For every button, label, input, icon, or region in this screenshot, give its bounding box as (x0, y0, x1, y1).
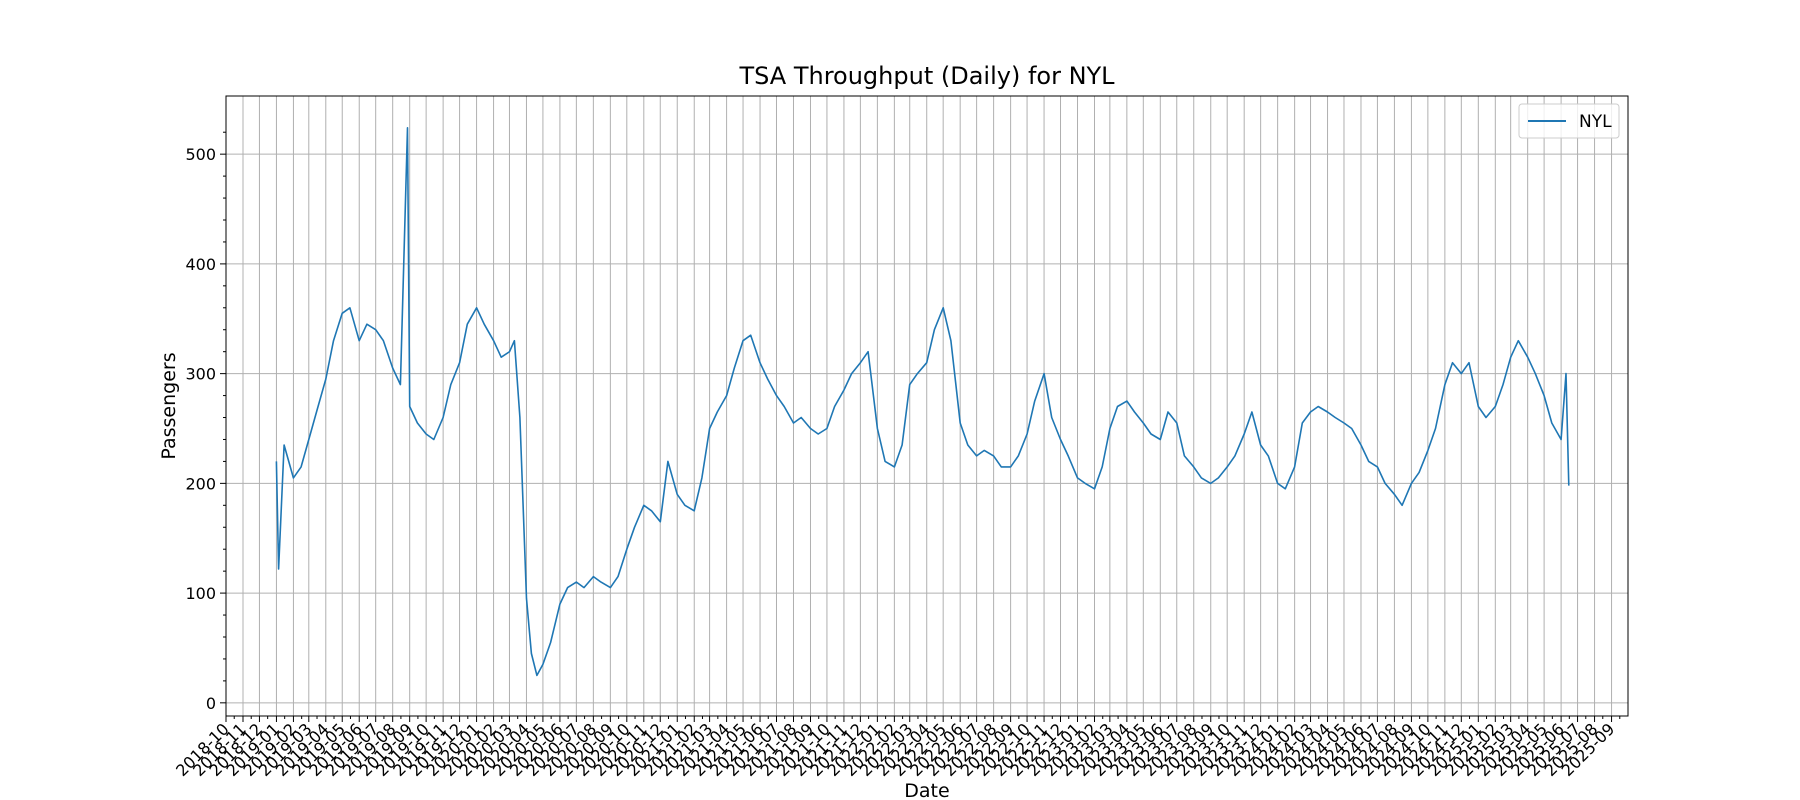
plot-frame (225, 95, 1629, 717)
series-line-nyl (275, 127, 1570, 677)
grid-lines (225, 96, 1628, 716)
y-tick-label: 0 (206, 694, 216, 713)
legend-box (1518, 103, 1620, 139)
y-tick-label: 100 (185, 584, 216, 603)
y-tick-label: 400 (185, 255, 216, 274)
y-axis-ticks: 0 100 200 300 400 500 (185, 131, 226, 713)
x-axis-ticks: 2018-102018-112018-122019-012019-022019-… (172, 716, 1621, 780)
y-tick-label: 300 (185, 365, 216, 384)
chart-title: TSA Throughput (Daily) for NYL (738, 62, 1115, 90)
x-axis-label: Date (904, 780, 949, 800)
y-tick-label: 200 (185, 474, 216, 493)
legend-entry-nyl: NYL (1579, 112, 1612, 132)
legend: NYL (1518, 103, 1620, 139)
y-axis-label: Passengers (158, 352, 180, 459)
series-layer (275, 127, 1570, 677)
y-tick-label: 500 (185, 145, 216, 164)
